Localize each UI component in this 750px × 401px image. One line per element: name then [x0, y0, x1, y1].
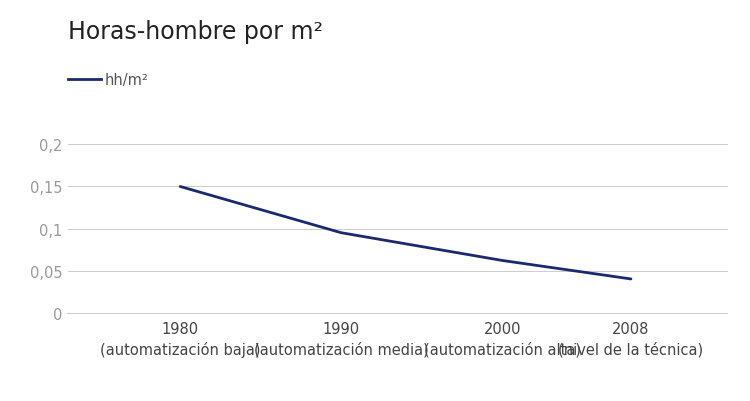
Text: Horas-hombre por m²: Horas-hombre por m² [68, 20, 322, 44]
Text: hh/m²: hh/m² [105, 73, 148, 88]
